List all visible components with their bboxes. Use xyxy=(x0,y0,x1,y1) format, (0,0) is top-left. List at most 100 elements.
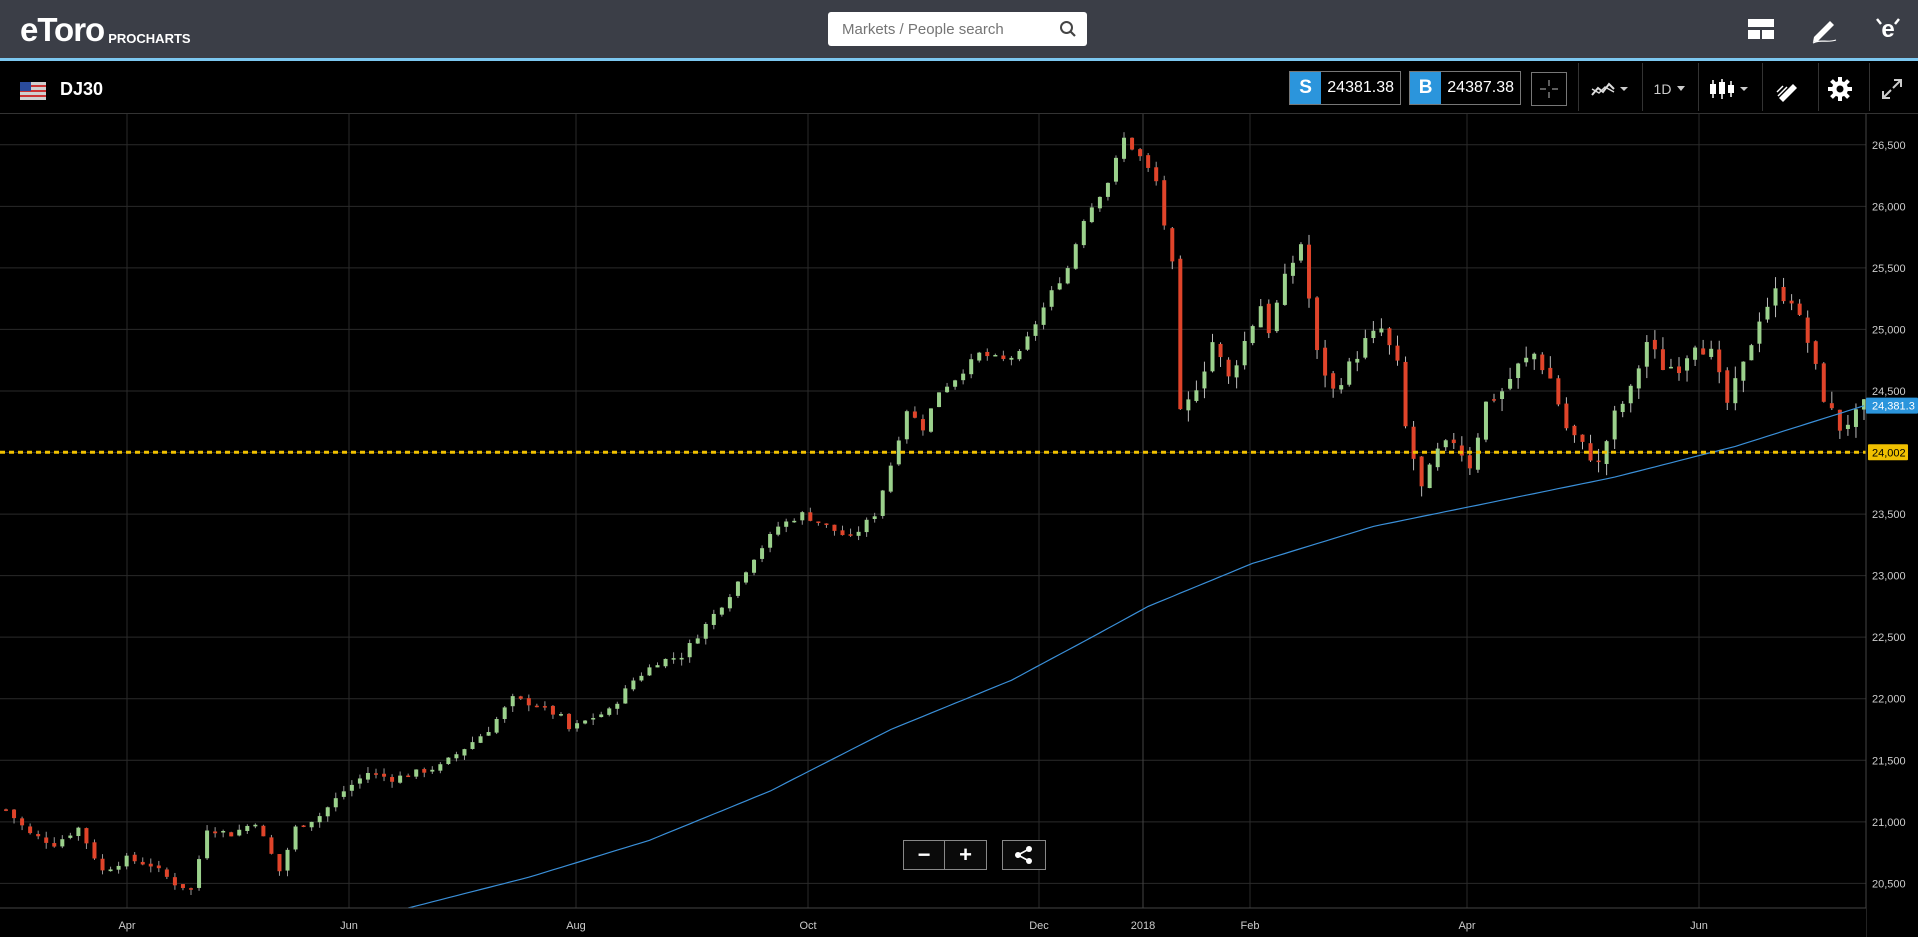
indicators-button[interactable] xyxy=(1586,73,1634,105)
timeframe-dropdown[interactable]: 1D xyxy=(1648,73,1692,105)
toolbar-separator xyxy=(1762,63,1763,111)
crosshair-button[interactable] xyxy=(1531,72,1567,106)
candle xyxy=(1829,391,1834,411)
toolbar-separator xyxy=(1698,63,1699,111)
candle xyxy=(1363,329,1368,360)
candle xyxy=(1717,340,1722,384)
candle xyxy=(1379,318,1384,337)
logo-text: eToro xyxy=(20,11,105,48)
candle xyxy=(156,860,161,873)
candle xyxy=(848,528,853,537)
fullscreen-button[interactable] xyxy=(1874,73,1910,105)
candle xyxy=(357,774,362,789)
candle xyxy=(1323,339,1328,388)
etoro-e-icon[interactable]: e xyxy=(1872,13,1904,45)
zoom-controls: − + xyxy=(903,840,987,872)
candle xyxy=(824,523,829,528)
candle xyxy=(1258,298,1263,328)
candle xyxy=(1242,331,1247,370)
candle xyxy=(800,510,805,525)
level-price-tag: 24,002 xyxy=(1868,444,1908,461)
candle xyxy=(1853,403,1858,438)
candle xyxy=(269,834,274,855)
zoom-in-button[interactable]: + xyxy=(945,840,987,870)
price-chart[interactable]: 20,500 21,000 21,500 22,000 22,500 23,000 23,5… xyxy=(0,114,1918,937)
candle xyxy=(727,594,732,612)
price-tick-label: 21,000 xyxy=(1872,817,1906,829)
share-icon xyxy=(1015,846,1032,864)
candle xyxy=(124,853,129,870)
candle xyxy=(205,825,210,860)
candle xyxy=(1741,361,1746,393)
buy-price-button[interactable]: B 24387.38 xyxy=(1409,71,1521,105)
zoom-out-button[interactable]: − xyxy=(903,840,945,870)
candle xyxy=(341,785,346,800)
candle xyxy=(1162,175,1167,230)
candle xyxy=(663,658,668,669)
candle xyxy=(1628,384,1633,413)
candle xyxy=(993,353,998,357)
pencil-icon[interactable] xyxy=(1808,13,1840,45)
crosshair-icon xyxy=(1540,80,1558,98)
candle xyxy=(840,525,845,536)
candle xyxy=(44,831,49,849)
candle xyxy=(1596,448,1601,473)
candle xyxy=(1443,439,1448,452)
time-axis-labels: Apr Jun Aug Oct Dec 2018 Feb Apr Jun xyxy=(118,920,1707,932)
search-icon[interactable] xyxy=(1059,20,1077,38)
candle xyxy=(1186,391,1191,422)
share-button[interactable] xyxy=(1002,840,1046,870)
candle xyxy=(567,713,572,732)
draw-tools-button[interactable] xyxy=(1770,73,1806,105)
search-input[interactable] xyxy=(840,20,1054,39)
candle xyxy=(100,854,105,875)
price-axis xyxy=(1866,114,1918,937)
sell-price-button[interactable]: S 24381.38 xyxy=(1289,71,1401,105)
candle xyxy=(743,571,748,585)
candle xyxy=(1122,132,1127,163)
candle xyxy=(446,757,451,766)
candle xyxy=(655,662,660,668)
candle xyxy=(1789,294,1794,311)
candle xyxy=(1500,387,1505,412)
price-axis-labels: 20,500 21,000 21,500 22,000 22,500 23,000 23,5… xyxy=(1872,140,1906,891)
candle xyxy=(486,726,491,736)
candle xyxy=(148,858,153,873)
candle xyxy=(1178,255,1183,410)
candle xyxy=(1451,432,1456,450)
candle xyxy=(1411,421,1416,471)
candle xyxy=(406,773,411,778)
candle xyxy=(1282,263,1287,306)
candle xyxy=(896,436,901,466)
candle xyxy=(382,768,387,782)
candle xyxy=(1612,405,1617,449)
settings-button[interactable] xyxy=(1822,73,1858,105)
candle xyxy=(116,861,121,874)
layout-icon[interactable] xyxy=(1745,13,1777,45)
time-axis xyxy=(0,908,1866,937)
etoro-logo[interactable]: eToro PROCHARTS xyxy=(20,10,191,50)
instrument-symbol[interactable]: DJ30 xyxy=(60,79,104,99)
candle xyxy=(398,771,403,784)
candle xyxy=(1685,355,1690,382)
candle xyxy=(1073,242,1078,270)
candle xyxy=(229,831,234,837)
candle xyxy=(237,824,242,837)
time-tick-label: 2018 xyxy=(1131,920,1155,932)
toolbar-separator xyxy=(1818,63,1819,111)
candle xyxy=(28,823,33,835)
candle xyxy=(108,866,113,872)
candle xyxy=(1218,342,1223,368)
candle xyxy=(1194,380,1199,403)
candle xyxy=(864,517,869,537)
candle xyxy=(20,816,25,831)
chart-type-dropdown[interactable] xyxy=(1705,73,1755,105)
candle xyxy=(454,751,459,762)
candle xyxy=(550,705,555,719)
candle xyxy=(856,526,861,541)
search-box[interactable] xyxy=(828,12,1087,46)
toolbar-separator xyxy=(1578,63,1579,111)
candle xyxy=(1033,320,1038,341)
candle xyxy=(1138,147,1143,161)
candle xyxy=(526,694,531,712)
